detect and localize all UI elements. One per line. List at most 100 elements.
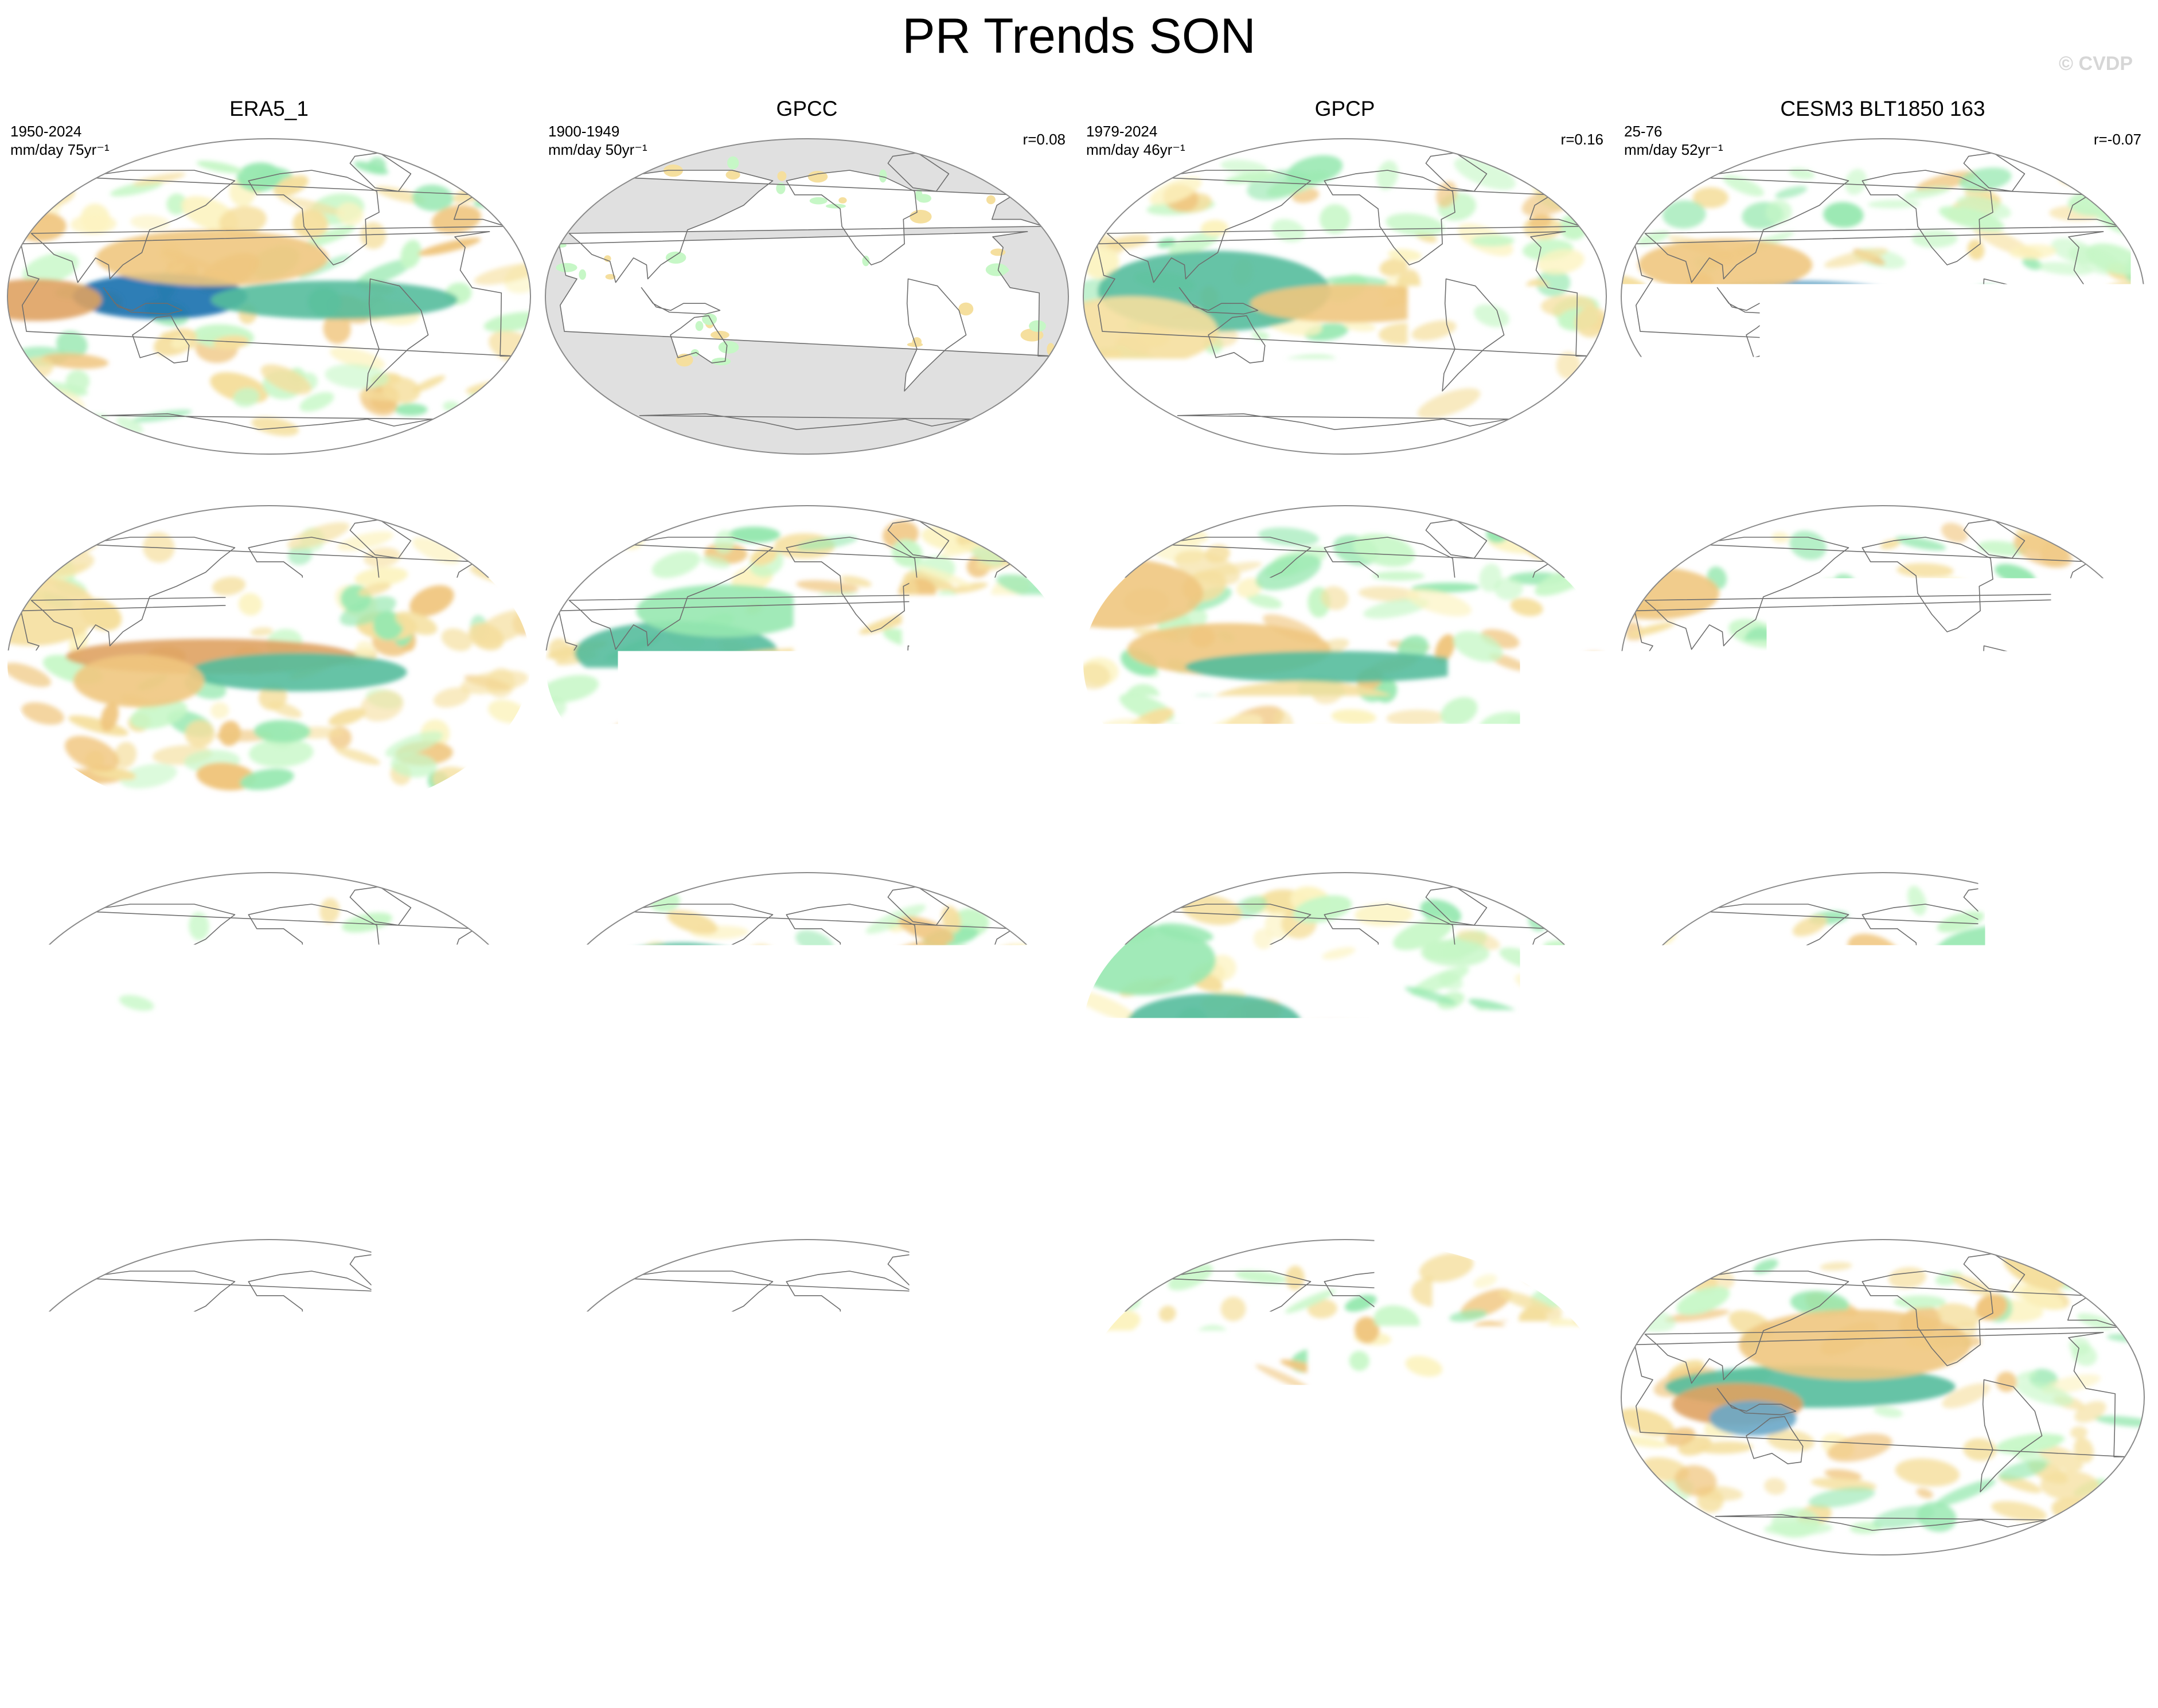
trend-blob [917, 194, 931, 202]
robinson-map [0, 505, 538, 829]
map-panel: CESM3 BLT1850 162 25-100 25-100 mm/day 76y… [1614, 830, 2152, 1197]
panel-title: CESM3 BLT1850 162 1-50 [538, 462, 1076, 490]
trend-band [1931, 925, 2077, 995]
colorbar-tick-label: 0.2 [1121, 1657, 1236, 1699]
trend-band [1194, 681, 1412, 751]
trend-blob [727, 157, 739, 170]
robinson-map [1076, 1238, 1614, 1563]
trend-blob [719, 341, 739, 354]
map-panel: CESM3 BLT1850 162 1-50 1-50 mm/day 50yr⁻¹ r… [538, 463, 1076, 830]
trend-band [1070, 925, 1215, 995]
colorbar-tick-label: -0.5 [824, 1657, 938, 1699]
trend-blob [556, 263, 577, 272]
colorbar-frame [385, 1620, 1773, 1654]
trend-band [1128, 1350, 1302, 1403]
trend-blob [1828, 386, 1873, 413]
robinson-map [1614, 138, 2152, 462]
colorbar-tick-label: 1 [1320, 1657, 1434, 1699]
trend-band [1228, 1022, 1432, 1060]
panel-title: GPCC [538, 95, 1076, 123]
panel-title: CESM3 BLT1850 162 25-100 [1614, 829, 2152, 857]
map-panel: CESM3 BLT1850 121 151-200 151-200 mm/day 5… [538, 830, 1076, 1197]
colorbar-tick-label: -1 [724, 1657, 839, 1699]
colorbar-tick-label: -6 [427, 1657, 542, 1699]
trend-band [1250, 284, 1454, 323]
robinson-map [1614, 1238, 2152, 1563]
panel-title: CESM3 BLT1850 156 91-140 [0, 829, 538, 857]
trend-blob [702, 314, 717, 325]
robinson-map [538, 138, 1076, 462]
robinson-map [538, 505, 1076, 829]
trend-band [223, 1048, 455, 1118]
trend-blob [838, 197, 846, 204]
map-panel: CESM2 piControl C 1550-1599 mm/day 50yr⁻¹ r… [538, 1197, 1076, 1564]
trend-blob [63, 1142, 85, 1158]
trend-blob [777, 171, 786, 181]
colorbar-tick-label: 4 [1517, 1657, 1632, 1699]
trend-band [720, 648, 923, 679]
trend-blob [826, 204, 846, 209]
trend-blob [1628, 1099, 1665, 1116]
trend-band [57, 934, 202, 1022]
trend-blob [1771, 600, 1824, 623]
robinson-map [0, 871, 538, 1196]
panel-title: GPCP [1076, 95, 1614, 123]
trend-band [73, 655, 204, 708]
trend-band [96, 230, 328, 286]
map-panel: GPCP 1979-2024 mm/day 46yr⁻¹ r=0.16 [1076, 96, 1614, 463]
panel-grid: ERA5_1 1950-2024 mm/day 75yr⁻¹ GPCC 1900-194… [0, 0, 2158, 1582]
panel-title: CESM3 BLT1850 163 [1614, 95, 2152, 123]
trend-blob [579, 269, 586, 280]
trend-band [1802, 678, 1977, 755]
map-panel: GPCC 1900-1949 mm/day 50yr⁻¹ r=0.08 [538, 96, 1076, 463]
trend-band [1837, 1041, 2041, 1111]
trend-band [1083, 391, 1606, 419]
trend-band [1256, 1408, 1489, 1478]
robinson-map [1076, 505, 1614, 829]
trend-blob [1510, 1152, 1529, 1168]
trend-blob [1010, 700, 1053, 718]
robinson-map [1076, 871, 1614, 1196]
map-panel: CESM3 BLT1850 156 191-240 191-240 mm/day 5… [1076, 463, 1614, 830]
trend-band [1185, 651, 1476, 683]
trend-band [763, 994, 995, 1032]
trend-blob [1035, 632, 1056, 648]
colorbar-tick-label: -2 [626, 1657, 740, 1699]
trend-blob [1029, 321, 1046, 332]
trend-blob [910, 210, 931, 224]
panel-title: CESM3 BLT1850 162 51-100 [0, 462, 538, 490]
trend-blob [810, 197, 828, 205]
map-panel: CESM3 BLT1850 162 51-100 51-100 mm/day 50y… [0, 463, 538, 830]
trend-band [211, 281, 458, 319]
colorbar-tick-label: 2 [1418, 1657, 1533, 1699]
colorbar-tick-label: 0.5 [1220, 1657, 1335, 1699]
trend-band [594, 943, 768, 1013]
robinson-map [1614, 505, 2152, 829]
trend-blob [1372, 571, 1425, 581]
colorbar-tick-label: 0 [1022, 1657, 1137, 1699]
trend-blob [986, 196, 996, 205]
map-panel: ERA5_1 1950-2024 mm/day 75yr⁻¹ [0, 96, 538, 463]
trend-band [875, 678, 992, 748]
trend-blob [863, 256, 870, 266]
panel-title: CESM2 piControl B [1076, 1196, 1614, 1224]
trend-band [1230, 1292, 1433, 1362]
trend-band [1147, 1074, 1408, 1127]
map-panel: CESM3 BLT1850 156 141-190 141-190 mm/day 5… [1614, 463, 2152, 830]
map-panel: CESM3 BLT1850 156 80-240 80-240 mm/day 161… [0, 1197, 538, 1564]
colorbar-tick-label: 6 [1617, 1657, 1731, 1699]
panel-title: CESM2 piControl C [538, 1196, 1076, 1224]
panel-title: CESM3 BLT1850 121 101-150 [1076, 829, 1614, 857]
trend-band [52, 1382, 168, 1435]
map-panel: CESM3 BLT1850 163 25-76 mm/day 52yr⁻¹ r=-0.… [1614, 96, 2152, 463]
trend-band [1739, 1310, 1971, 1379]
trend-band [1687, 288, 1818, 333]
trend-blob [990, 249, 1005, 256]
map-panel: CESM3 BLT1850 156 91-140 91-140 mm/day 50y… [0, 830, 538, 1197]
robinson-map [1614, 871, 2152, 1196]
trend-blob [728, 527, 781, 543]
robinson-map [538, 871, 1076, 1196]
robinson-map [0, 138, 538, 462]
trend-band [519, 1292, 664, 1362]
map-panel: CESM2 piControl B 1350-1399 mm/day 50yr⁻¹ r… [1076, 1197, 1614, 1564]
